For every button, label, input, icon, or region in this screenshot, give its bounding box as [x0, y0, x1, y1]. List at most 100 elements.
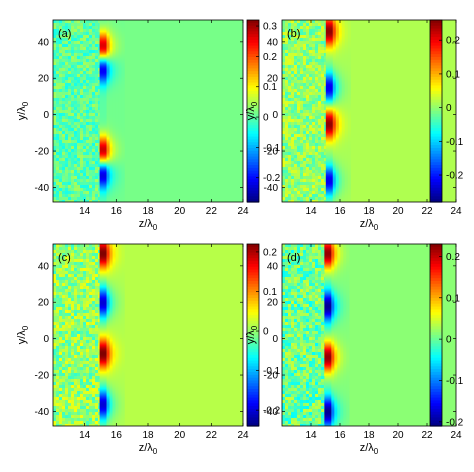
front-tail	[121, 80, 125, 82]
front-tail	[338, 62, 342, 64]
front-tail	[109, 137, 113, 139]
noise-cell	[53, 38, 56, 41]
heatmap-field	[53, 20, 243, 202]
noise-cell	[83, 185, 86, 188]
noise-cell	[321, 110, 324, 113]
front-tail	[121, 195, 125, 197]
front-strip	[99, 134, 107, 136]
noise-cell	[285, 176, 288, 179]
noise-cell	[53, 277, 56, 280]
noise-cell	[324, 86, 327, 89]
noise-cell	[288, 86, 291, 89]
front-tail	[338, 150, 342, 152]
front-tail	[338, 64, 342, 66]
front-tail	[118, 186, 122, 188]
front-strip	[325, 176, 333, 178]
noise-cell	[68, 110, 71, 113]
noise-cell	[285, 32, 288, 35]
front-tail	[341, 180, 345, 182]
noise-cell	[59, 361, 62, 364]
noise-cell	[80, 143, 83, 146]
noise-cell	[282, 191, 285, 194]
front-tail	[109, 155, 113, 157]
front-tail	[115, 107, 119, 109]
noise-cell	[318, 131, 321, 134]
front-tail	[344, 157, 348, 159]
noise-cell	[315, 53, 318, 56]
noise-cell	[297, 125, 300, 128]
front-tail	[347, 185, 351, 187]
front-tail	[347, 70, 351, 72]
noise-cell	[294, 170, 297, 173]
front-tail	[341, 86, 345, 88]
front-tail	[106, 21, 110, 23]
noise-cell	[71, 119, 74, 122]
front-tail	[344, 190, 348, 192]
front-tail	[332, 108, 336, 110]
front-tail	[106, 48, 110, 50]
noise-cell	[300, 110, 303, 113]
noise-cell	[68, 283, 71, 286]
noise-cell	[92, 119, 95, 122]
noise-cell	[80, 80, 83, 83]
noise-cell	[62, 164, 65, 167]
front-tail	[106, 144, 110, 146]
noise-cell	[62, 41, 65, 44]
noise-cell	[62, 244, 65, 247]
noise-cell	[288, 140, 291, 143]
front-tail	[347, 157, 351, 159]
noise-cell	[74, 89, 77, 92]
noise-cell	[291, 191, 294, 194]
front-tail	[338, 77, 342, 79]
front-tail	[338, 156, 342, 158]
noise-cell	[77, 98, 80, 101]
front-tail	[112, 21, 116, 23]
front-tail	[109, 56, 113, 58]
front-tail	[344, 32, 348, 34]
front-tail	[109, 69, 113, 71]
front-tail	[112, 58, 116, 60]
colorbar-cell	[247, 56, 259, 61]
noise-cell	[65, 394, 68, 397]
front-tail	[112, 157, 116, 159]
front-tail	[344, 55, 348, 57]
front-tail	[344, 83, 348, 85]
front-strip	[99, 22, 107, 24]
front-tail	[344, 26, 348, 28]
noise-cell	[59, 343, 62, 346]
front-tail	[335, 89, 339, 91]
front-tail	[109, 183, 113, 185]
noise-cell	[65, 421, 68, 424]
front-tail	[332, 146, 336, 148]
front-tail	[341, 187, 345, 189]
noise-cell	[95, 143, 98, 146]
front-tail	[332, 69, 336, 71]
front-tail	[341, 173, 345, 175]
front-strip	[99, 32, 107, 34]
noise-cell	[294, 176, 297, 179]
front-strip	[325, 50, 333, 52]
noise-cell	[83, 74, 86, 77]
noise-cell	[315, 59, 318, 62]
noise-cell	[288, 113, 291, 116]
front-tail	[347, 113, 351, 115]
front-tail	[118, 75, 122, 77]
noise-cell	[291, 71, 294, 74]
front-tail	[112, 24, 116, 26]
front-tail	[112, 118, 116, 120]
noise-cell	[303, 107, 306, 110]
noise-cell	[71, 170, 74, 173]
front-tail	[335, 137, 339, 139]
front-tail	[118, 196, 122, 198]
front-tail	[347, 181, 351, 183]
front-tail	[341, 195, 345, 197]
front-tail	[347, 137, 351, 139]
noise-cell	[59, 292, 62, 295]
front-strip	[99, 93, 107, 95]
noise-cell	[291, 179, 294, 182]
noise-cell	[83, 137, 86, 140]
noise-cell	[56, 397, 59, 400]
noise-cell	[312, 113, 315, 116]
noise-cell	[53, 313, 56, 316]
front-tail	[121, 70, 125, 72]
